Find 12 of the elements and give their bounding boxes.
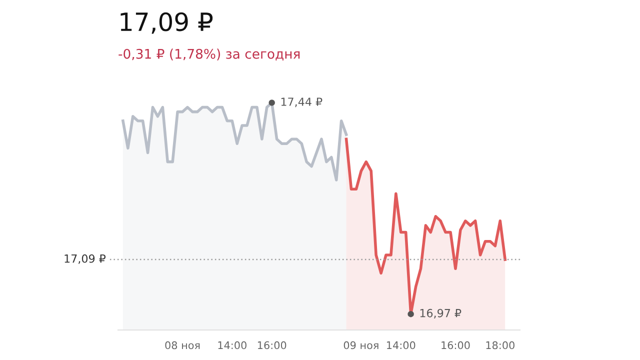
annotation: 16,97 ₽ [420,308,462,318]
x-tick-label: 09 ноя [344,341,378,350]
x-tick-label: 08 ноя [165,341,200,350]
ref-line-label: 17,09 ₽ [64,254,106,264]
annotation: 17,44 ₽ [281,98,322,108]
x-tick-label: 14:00 [218,341,246,350]
chart-subtitle: -0,31 ₽ (1,78%) за сегодня [118,48,300,60]
x-tick-label: 14:00 [387,341,416,350]
chart-title: 17,09 ₽ [120,12,213,34]
x-tick-label: 16:00 [442,341,470,350]
x-tick-label: 18:00 [486,341,514,350]
x-tick-label: 16:00 [258,341,286,350]
